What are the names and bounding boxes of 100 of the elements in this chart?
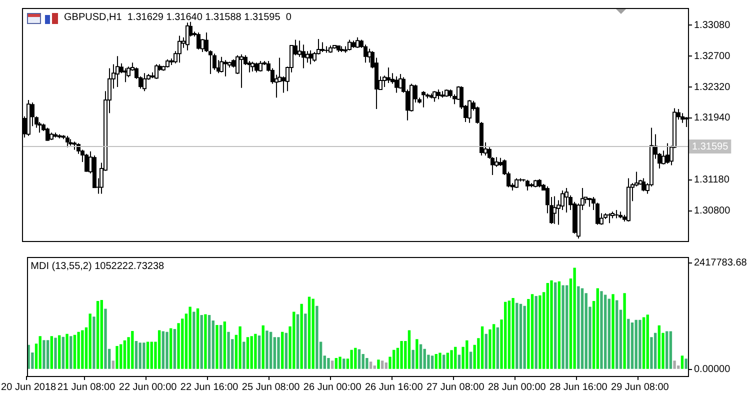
ref-line-label: 1.31595 bbox=[692, 141, 729, 152]
bar bbox=[546, 283, 550, 369]
y-tick-label: 1.31940 bbox=[694, 112, 731, 124]
x-tick-label: 25 Jun 08:00 bbox=[242, 382, 300, 393]
bar bbox=[316, 306, 318, 369]
bar bbox=[254, 334, 257, 369]
bar bbox=[469, 352, 472, 369]
bar bbox=[408, 330, 411, 369]
bar bbox=[266, 330, 268, 369]
bar bbox=[616, 300, 618, 369]
bar bbox=[342, 358, 346, 369]
y-tick-label: 0.00000 bbox=[694, 364, 731, 376]
bar bbox=[669, 331, 672, 369]
bar bbox=[654, 332, 657, 369]
y-tick-label: 1.31180 bbox=[694, 174, 730, 186]
x-tick-label: 28 Jun 00:00 bbox=[488, 382, 546, 393]
bar bbox=[608, 298, 611, 369]
bar bbox=[538, 295, 542, 369]
candlestick bbox=[66, 135, 70, 148]
y-tick-label: 1.33080 bbox=[694, 20, 731, 31]
bar bbox=[120, 344, 122, 369]
bar bbox=[642, 317, 646, 369]
candlestick bbox=[254, 62, 258, 73]
bar bbox=[238, 326, 242, 369]
bar bbox=[508, 300, 511, 369]
bar bbox=[281, 332, 284, 369]
candlestick bbox=[46, 127, 50, 142]
x-tick-label: 22 Jun 16:00 bbox=[180, 382, 239, 393]
bar bbox=[666, 331, 668, 369]
bar bbox=[438, 352, 442, 369]
bar bbox=[262, 325, 264, 369]
bar bbox=[42, 340, 46, 369]
x-tick-label: 22 Jun 00:00 bbox=[118, 382, 178, 393]
chart-title: MDI (13,55,2) 1052222.73238 bbox=[30, 260, 165, 272]
bar bbox=[54, 338, 57, 369]
bar bbox=[630, 322, 634, 369]
bar bbox=[558, 281, 561, 369]
bar bbox=[523, 306, 526, 369]
bar bbox=[158, 330, 161, 369]
bar bbox=[77, 332, 80, 369]
bar bbox=[188, 306, 192, 369]
candlestick bbox=[526, 179, 530, 191]
bar bbox=[312, 298, 314, 369]
bar bbox=[627, 318, 630, 369]
bar bbox=[277, 337, 280, 369]
bar bbox=[219, 325, 222, 369]
bar bbox=[392, 350, 396, 369]
candlestick bbox=[642, 178, 646, 192]
bar bbox=[516, 302, 518, 369]
bar bbox=[92, 316, 96, 369]
bar bbox=[300, 304, 303, 369]
bar bbox=[550, 280, 553, 369]
bar bbox=[454, 346, 457, 369]
bar bbox=[216, 325, 218, 369]
bar bbox=[73, 334, 76, 369]
bar bbox=[104, 308, 107, 369]
bar bbox=[142, 342, 146, 369]
bar bbox=[638, 320, 642, 369]
bar bbox=[430, 356, 434, 369]
bar bbox=[258, 335, 261, 369]
bar bbox=[134, 341, 138, 369]
bar bbox=[634, 320, 638, 369]
bar bbox=[50, 336, 54, 369]
bar bbox=[223, 321, 226, 369]
bar bbox=[66, 334, 68, 369]
bar bbox=[308, 296, 311, 369]
bar bbox=[554, 282, 557, 369]
bar bbox=[204, 314, 207, 369]
bar bbox=[96, 300, 100, 369]
bar bbox=[200, 314, 203, 369]
bar bbox=[530, 294, 534, 369]
bar bbox=[292, 312, 296, 369]
bar bbox=[484, 334, 488, 369]
candlestick bbox=[394, 76, 398, 94]
bar bbox=[173, 328, 176, 369]
bar bbox=[650, 337, 653, 369]
bar bbox=[304, 314, 307, 369]
y-tick-label: 1.30800 bbox=[694, 206, 731, 217]
bar bbox=[131, 330, 134, 369]
bar bbox=[192, 312, 196, 369]
candlestick bbox=[436, 88, 440, 100]
bar bbox=[58, 335, 61, 369]
bar bbox=[162, 331, 165, 369]
candlestick bbox=[196, 32, 200, 50]
bar bbox=[350, 350, 353, 369]
bar bbox=[684, 358, 688, 369]
bar bbox=[112, 360, 115, 369]
bar bbox=[412, 350, 414, 369]
bar bbox=[400, 341, 403, 369]
bar bbox=[338, 356, 342, 369]
candlestick bbox=[84, 153, 88, 172]
bar bbox=[46, 340, 50, 369]
bar bbox=[170, 328, 172, 369]
bar bbox=[519, 304, 522, 369]
y-tick-label: 2417783.68 bbox=[694, 258, 748, 269]
bar bbox=[423, 348, 426, 369]
candlestick bbox=[320, 42, 324, 52]
bar bbox=[327, 358, 330, 369]
bar bbox=[38, 336, 42, 369]
bar bbox=[100, 300, 103, 369]
